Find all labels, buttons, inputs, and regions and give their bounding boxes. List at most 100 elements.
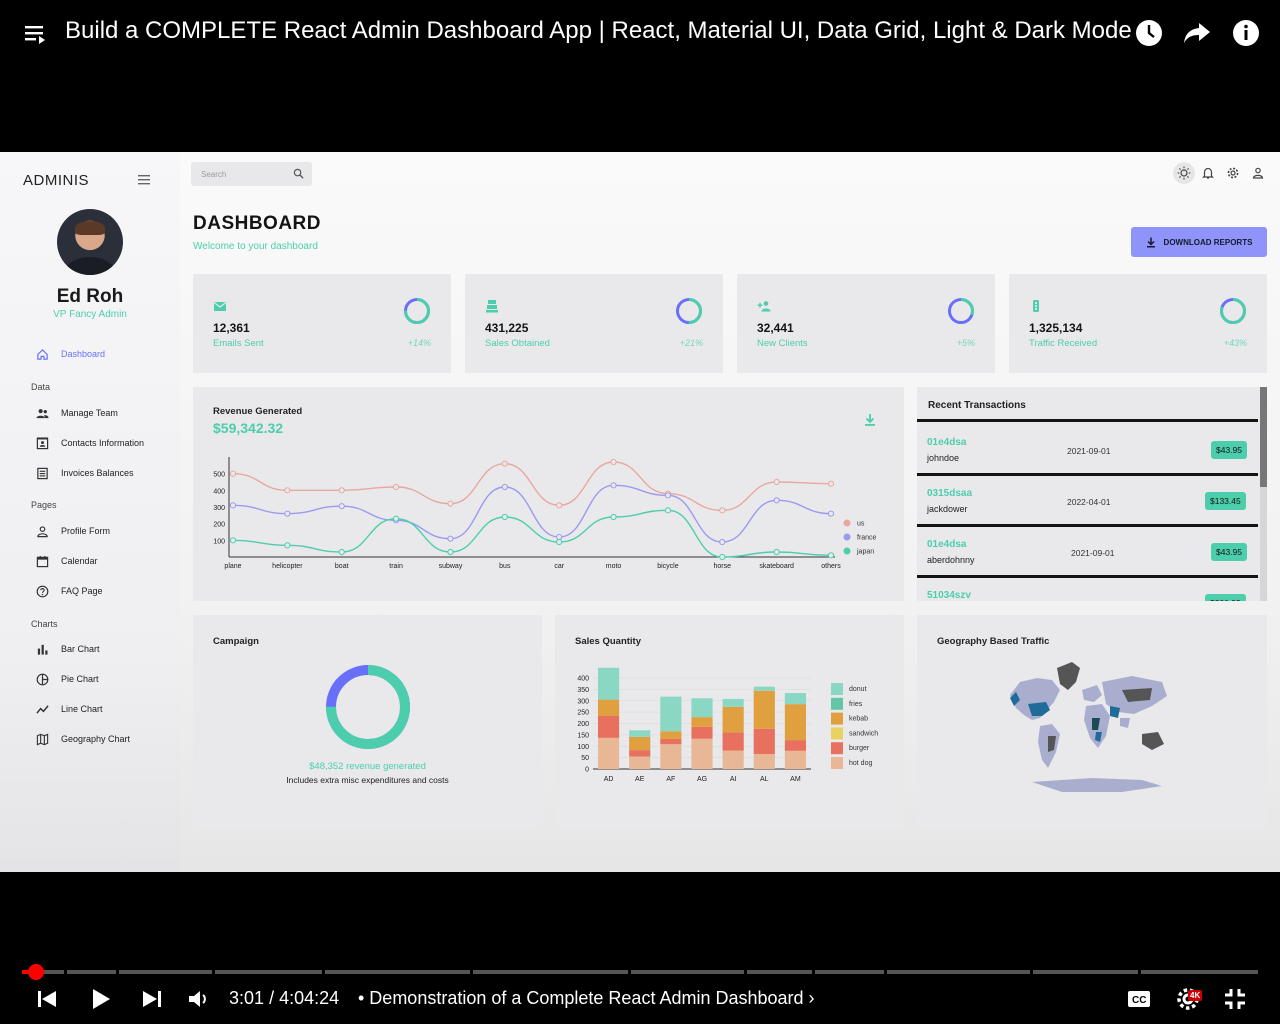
chapter-marker <box>116 970 119 974</box>
sidebar-item-faq[interactable]: FAQ Page <box>36 583 103 599</box>
x-tick-label: bus <box>499 563 511 570</box>
data-point <box>229 502 237 509</box>
stat-label: Emails Sent <box>213 338 264 349</box>
table-row[interactable]: 01e4dsa aberdohnny 2021-09-01 $43.95 <box>917 527 1258 578</box>
progress-bar[interactable] <box>22 970 1258 974</box>
transactions-title: Recent Transactions <box>928 400 1026 411</box>
sidebar-item-pie-chart[interactable]: Pie Chart <box>36 671 99 687</box>
volume-icon[interactable] <box>186 986 212 1012</box>
nav-section-data: Data <box>31 382 51 392</box>
data-point <box>338 503 345 510</box>
campaign-title: Campaign <box>213 636 259 647</box>
data-point <box>447 500 454 507</box>
transactions-scrollbar[interactable] <box>1260 387 1267 601</box>
search-input[interactable]: Search <box>191 162 312 186</box>
dashboard-app: ADMINIS Ed Roh VP Fancy Admin Dashboard … <box>0 152 1280 872</box>
tx-id: 01e4dsa <box>927 437 967 448</box>
sidebar-item-invoices[interactable]: Invoices Balances <box>36 465 134 481</box>
bar-donut <box>660 696 682 732</box>
stat-pct: +14% <box>407 338 431 348</box>
sidebar-item-label: Bar Chart <box>61 644 100 654</box>
previous-icon[interactable] <box>34 986 60 1012</box>
chapter-marker <box>470 970 473 974</box>
info-icon[interactable] <box>1231 18 1261 48</box>
data-point <box>719 553 726 561</box>
sidebar-item-geography[interactable]: Geography Chart <box>36 731 130 747</box>
sidebar-item-contacts[interactable]: Contacts Information <box>36 435 144 451</box>
bar-donut <box>784 693 807 705</box>
data-point <box>392 515 400 522</box>
revenue-card: Revenue Generated $59,342.32 100 200 300 40… <box>193 387 904 601</box>
bar-burger <box>597 715 620 738</box>
nav-section-charts: Charts <box>31 619 58 629</box>
legend-label: sandwich <box>849 730 878 737</box>
tx-cost: $133.45 <box>1205 492 1246 510</box>
bar-kebab <box>753 690 775 729</box>
progress-scrubber[interactable] <box>28 964 44 980</box>
tx-date: 2022-04-01 <box>1067 497 1111 507</box>
contacts-icon <box>36 436 49 449</box>
ring-progress <box>676 298 702 324</box>
sidebar-item-profile[interactable]: Profile Form <box>36 523 110 539</box>
stat-label: Sales Obtained <box>485 338 550 349</box>
settings-icon[interactable] <box>1226 166 1240 180</box>
search-placeholder: Search <box>201 169 227 179</box>
data-point <box>229 470 237 477</box>
chapter-marker <box>812 970 815 974</box>
user-icon[interactable] <box>1251 166 1265 180</box>
y-tick-label: 200 <box>577 721 589 728</box>
tx-user: jackdower <box>927 504 968 514</box>
chapter-title[interactable]: • Demonstration of a Complete React Admi… <box>358 988 815 1009</box>
sidebar-item-label: Profile Form <box>61 526 111 536</box>
table-row[interactable]: 01e4dsa johndoe 2021-09-01 $43.95 <box>917 425 1258 476</box>
download-icon[interactable] <box>864 413 876 427</box>
email-icon <box>213 302 227 311</box>
data-point <box>610 513 617 521</box>
table-row[interactable]: 51034szv goodmanave 2022-11-05 $200.95 <box>917 578 1258 601</box>
sidebar-item-manage-team[interactable]: Manage Team <box>36 405 118 421</box>
sidebar-item-label: Dashboard <box>61 349 106 359</box>
x-tick-label: AI <box>730 776 737 783</box>
bar-donut <box>691 698 713 718</box>
next-icon[interactable] <box>139 986 165 1012</box>
sidebar-item-calendar[interactable]: Calendar <box>36 553 98 569</box>
bar-hot-dog <box>784 750 807 769</box>
scrollbar-thumb[interactable] <box>1260 387 1267 487</box>
transactions-card: Recent Transactions 01e4dsa johndoe 2021… <box>917 387 1267 601</box>
download-reports-button[interactable]: DOWNLOAD REPORTS <box>1131 227 1267 257</box>
x-tick-label: plane <box>224 563 241 570</box>
sidebar-item-dashboard[interactable]: Dashboard <box>36 346 105 362</box>
y-tick-label: 300 <box>577 698 589 705</box>
sidebar-item-bar-chart[interactable]: Bar Chart <box>36 641 100 657</box>
notifications-icon[interactable] <box>1201 166 1215 180</box>
chapter-marker <box>628 970 631 974</box>
tx-cost: $200.95 <box>1205 594 1246 601</box>
playlist-icon[interactable] <box>24 22 48 46</box>
chapter-marker <box>1030 970 1033 974</box>
user-role: VP Fancy Admin <box>53 309 127 320</box>
revenue-line-chart: 100 200 300 400 500 plane helicopter boat train s… <box>213 457 877 570</box>
theme-toggle-button[interactable] <box>1173 162 1195 184</box>
data-point <box>501 483 508 491</box>
home-icon <box>37 348 48 360</box>
play-icon[interactable] <box>87 986 113 1012</box>
search-icon[interactable] <box>293 168 304 179</box>
x-tick-label: AL <box>760 776 769 783</box>
data-point <box>556 502 563 509</box>
y-tick-label: 100 <box>213 538 225 545</box>
captions-icon[interactable]: CC <box>1126 986 1152 1012</box>
watch-later-icon[interactable] <box>1134 18 1164 48</box>
x-tick-label: horse <box>714 563 732 570</box>
x-tick-label: others <box>821 563 841 570</box>
exit-fullscreen-icon[interactable] <box>1222 986 1248 1012</box>
geography-card: Geography Based Traffic <box>917 615 1267 829</box>
total-time: 4:04:24 <box>279 988 340 1008</box>
stat-value: 32,441 <box>757 321 794 335</box>
share-icon[interactable] <box>1182 18 1212 48</box>
sidebar-item-line-chart[interactable]: Line Chart <box>36 701 103 717</box>
series-line-japan <box>232 509 832 558</box>
menu-icon[interactable] <box>138 174 152 186</box>
bar-kebab <box>660 731 682 739</box>
table-row[interactable]: 0315dsaa jackdower 2022-04-01 $133.45 <box>917 476 1258 527</box>
video-title[interactable]: Build a COMPLETE React Admin Dashboard A… <box>65 17 1132 44</box>
